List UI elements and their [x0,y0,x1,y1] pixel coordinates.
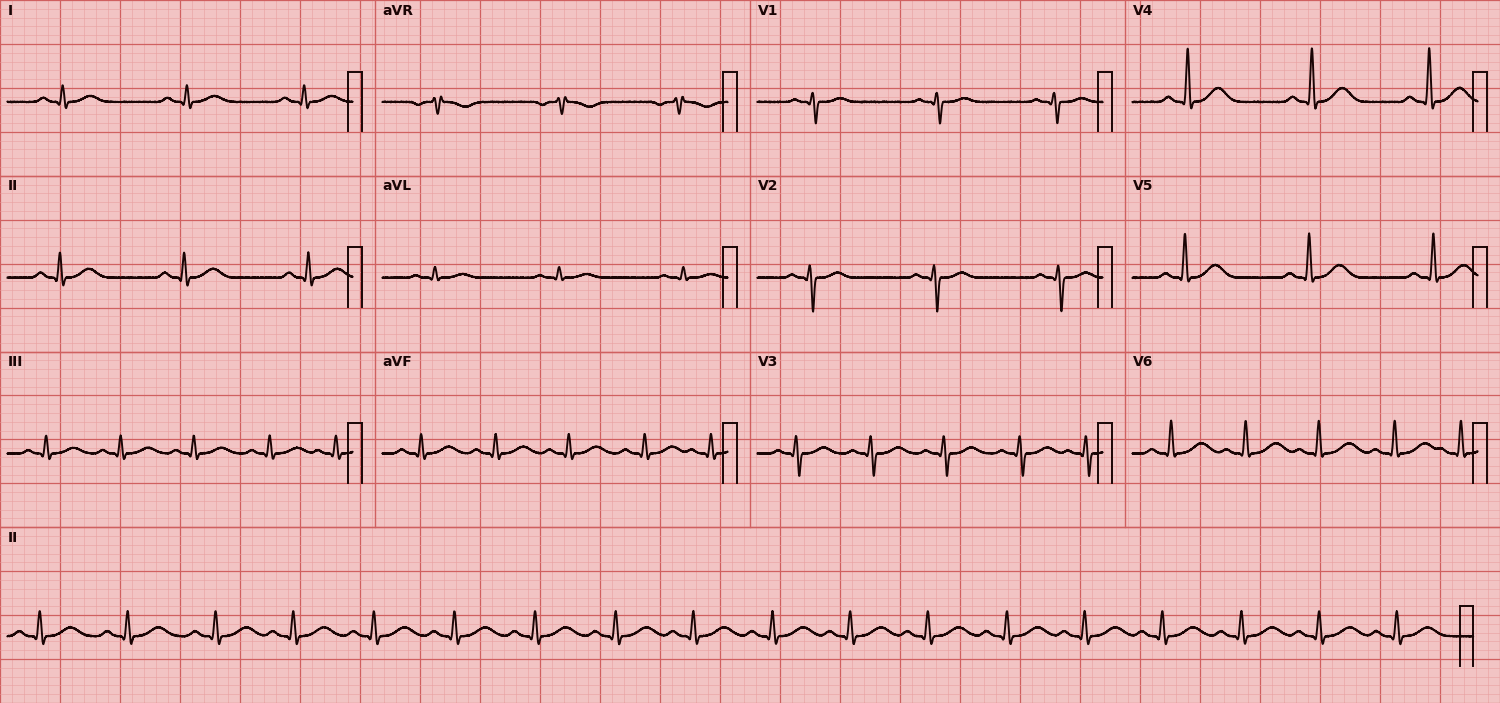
Text: II: II [8,531,18,545]
Text: aVL: aVL [382,179,411,193]
Text: aVF: aVF [382,355,412,369]
Text: V4: V4 [1132,4,1154,18]
Text: V6: V6 [1132,355,1154,369]
Text: I: I [8,4,12,18]
Text: III: III [8,355,22,369]
Text: V2: V2 [758,179,778,193]
Text: aVR: aVR [382,4,414,18]
Text: V1: V1 [758,4,778,18]
Text: V3: V3 [758,355,778,369]
Text: II: II [8,179,18,193]
Text: V5: V5 [1132,179,1154,193]
